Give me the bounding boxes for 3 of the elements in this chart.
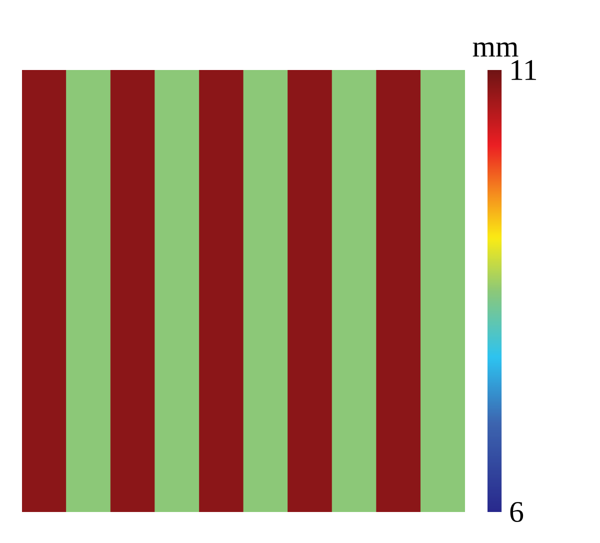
color-bar-title: mm	[472, 42, 518, 56]
color-bar-label: 6	[510, 502, 524, 522]
color-bar-label: 11	[512, 60, 536, 80]
